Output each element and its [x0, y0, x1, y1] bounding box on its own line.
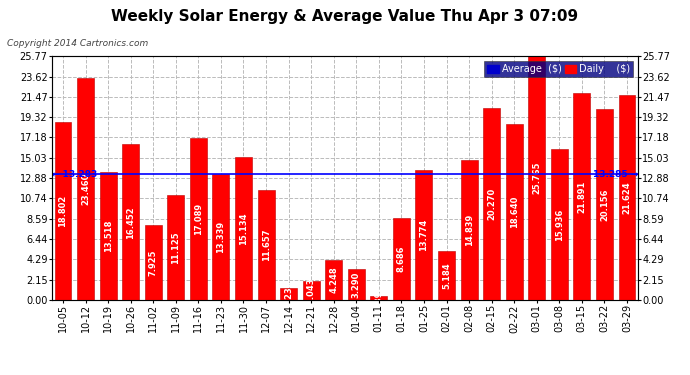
Bar — [168, 195, 184, 300]
Text: Copyright 2014 Cartronics.com: Copyright 2014 Cartronics.com — [7, 39, 148, 48]
Text: 15.134: 15.134 — [239, 212, 248, 244]
Text: ← 13.283: ← 13.283 — [52, 170, 97, 179]
Bar — [122, 144, 139, 300]
Bar — [235, 157, 252, 300]
Text: 11.657: 11.657 — [262, 229, 270, 261]
Bar — [145, 225, 161, 300]
Bar — [551, 149, 568, 300]
Text: 7.925: 7.925 — [149, 249, 158, 276]
Text: 5.184: 5.184 — [442, 262, 451, 289]
Text: 20.156: 20.156 — [600, 188, 609, 221]
Text: 4.248: 4.248 — [329, 267, 338, 293]
Bar — [596, 110, 613, 300]
Bar — [257, 190, 275, 300]
Text: 14.839: 14.839 — [464, 214, 473, 246]
Bar — [371, 296, 387, 300]
Bar — [190, 138, 207, 300]
Text: 20.270: 20.270 — [487, 188, 496, 220]
Bar — [77, 78, 94, 300]
Text: 25.765: 25.765 — [532, 162, 541, 194]
Text: 13.518: 13.518 — [104, 220, 112, 252]
Bar — [506, 124, 522, 300]
Bar — [618, 96, 635, 300]
Text: 21.624: 21.624 — [622, 182, 631, 214]
Bar — [483, 108, 500, 300]
Text: 8.686: 8.686 — [397, 246, 406, 272]
Text: 18.640: 18.640 — [510, 196, 519, 228]
Bar — [393, 218, 410, 300]
Text: 0.392: 0.392 — [375, 285, 384, 311]
Text: 13.774: 13.774 — [420, 219, 428, 251]
Bar — [438, 251, 455, 300]
Bar — [573, 93, 591, 300]
Text: 23.460: 23.460 — [81, 173, 90, 205]
Bar — [348, 269, 365, 300]
Text: 16.452: 16.452 — [126, 206, 135, 238]
Text: 3.290: 3.290 — [352, 271, 361, 298]
Text: 13.339: 13.339 — [217, 221, 226, 253]
Bar — [325, 260, 342, 300]
Text: 11.125: 11.125 — [171, 231, 180, 264]
Text: 21.891: 21.891 — [578, 180, 586, 213]
Text: 1.236: 1.236 — [284, 281, 293, 308]
Text: 13.285 →: 13.285 → — [593, 170, 638, 179]
Bar — [280, 288, 297, 300]
Bar — [461, 160, 477, 300]
Bar — [415, 170, 433, 300]
Text: 18.802: 18.802 — [59, 195, 68, 227]
Text: 15.936: 15.936 — [555, 209, 564, 241]
Text: Weekly Solar Energy & Average Value Thu Apr 3 07:09: Weekly Solar Energy & Average Value Thu … — [112, 9, 578, 24]
Text: 17.089: 17.089 — [194, 203, 203, 235]
Bar — [99, 172, 117, 300]
Bar — [55, 122, 72, 300]
Bar — [303, 280, 319, 300]
Legend: Average  ($), Daily    ($): Average ($), Daily ($) — [484, 61, 633, 77]
Text: 2.043: 2.043 — [306, 277, 315, 304]
Bar — [529, 56, 545, 300]
Bar — [213, 174, 229, 300]
